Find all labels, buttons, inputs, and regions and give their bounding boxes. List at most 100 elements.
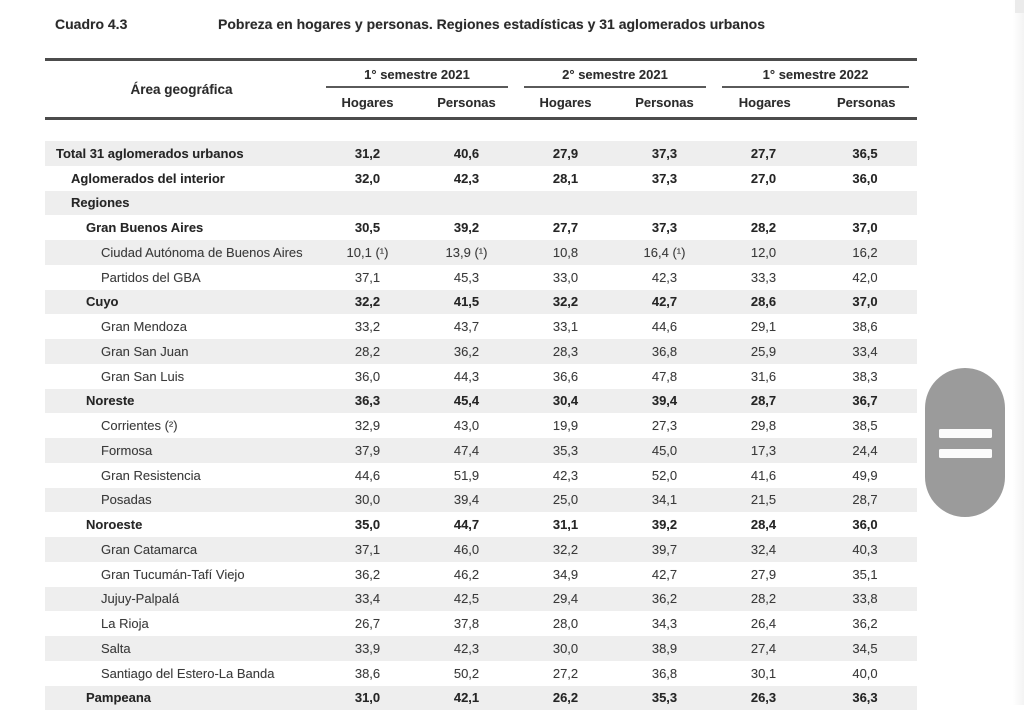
row-value: 35,0 <box>318 517 417 532</box>
scroll-handle[interactable] <box>925 368 1005 517</box>
row-label: Gran Mendoza <box>45 319 318 334</box>
row-label: Gran San Juan <box>45 344 318 359</box>
row-value: 44,3 <box>417 369 516 384</box>
row-value: 17,3 <box>714 443 813 458</box>
group-1-label: 1° semestre 2021 <box>318 61 516 86</box>
row-value: 32,9 <box>318 418 417 433</box>
row-value: 51,9 <box>417 468 516 483</box>
table-caption: Cuadro 4.3 Pobreza en hogares y personas… <box>55 16 935 32</box>
row-value: 35,3 <box>516 443 615 458</box>
row-value: 28,2 <box>714 220 813 235</box>
row-label: Gran Resistencia <box>45 468 318 483</box>
row-value: 38,5 <box>813 418 917 433</box>
page-edge-corner <box>1015 0 1024 13</box>
row-value: 37,9 <box>318 443 417 458</box>
row-label: Jujuy-Palpalá <box>45 591 318 606</box>
row-value: 37,1 <box>318 542 417 557</box>
row-value: 27,7 <box>516 220 615 235</box>
row-value: 28,2 <box>318 344 417 359</box>
row-value: 31,6 <box>714 369 813 384</box>
header-gap <box>45 120 917 141</box>
row-value: 33,2 <box>318 319 417 334</box>
handle-grip-icon <box>939 449 992 458</box>
row-value: 38,6 <box>813 319 917 334</box>
row-value: 26,2 <box>516 690 615 705</box>
statistics-table: Área geográfica 1° semestre 2021 Hogares… <box>45 58 917 710</box>
row-value: 45,3 <box>417 270 516 285</box>
row-value: 29,1 <box>714 319 813 334</box>
row-value: 31,0 <box>318 690 417 705</box>
row-value: 12,0 <box>714 245 813 260</box>
row-value: 47,8 <box>615 369 714 384</box>
row-value: 42,1 <box>417 690 516 705</box>
row-value: 50,2 <box>417 666 516 681</box>
row-label: Total 31 aglomerados urbanos <box>45 146 318 161</box>
row-value: 26,3 <box>714 690 813 705</box>
row-value: 39,4 <box>615 393 714 408</box>
row-value: 34,9 <box>516 567 615 582</box>
row-value: 39,7 <box>615 542 714 557</box>
row-value: 36,8 <box>615 666 714 681</box>
row-value: 30,1 <box>714 666 813 681</box>
row-value: 32,2 <box>516 294 615 309</box>
row-value: 33,9 <box>318 641 417 656</box>
row-value: 44,7 <box>417 517 516 532</box>
table-title: Pobreza en hogares y personas. Regiones … <box>218 16 935 32</box>
row-value: 36,2 <box>318 567 417 582</box>
table-row: Regiones <box>45 191 917 216</box>
row-value: 30,5 <box>318 220 417 235</box>
handle-grip-icon <box>939 429 992 438</box>
row-value: 36,3 <box>813 690 917 705</box>
row-label: Regiones <box>45 195 318 210</box>
row-value: 43,7 <box>417 319 516 334</box>
row-value: 35,1 <box>813 567 917 582</box>
row-value: 46,0 <box>417 542 516 557</box>
row-value: 39,4 <box>417 492 516 507</box>
group-3-personas-header: Personas <box>816 88 918 117</box>
row-value: 28,2 <box>714 591 813 606</box>
row-label: Noroeste <box>45 517 318 532</box>
row-value: 44,6 <box>318 468 417 483</box>
row-value: 31,2 <box>318 146 417 161</box>
row-value: 28,4 <box>714 517 813 532</box>
row-value: 40,0 <box>813 666 917 681</box>
row-value: 42,0 <box>813 270 917 285</box>
row-value: 33,1 <box>516 319 615 334</box>
row-value: 16,2 <box>813 245 917 260</box>
group-3-label: 1° semestre 2022 <box>714 61 917 86</box>
row-value: 38,9 <box>615 641 714 656</box>
row-value: 27,0 <box>714 171 813 186</box>
row-value: 40,3 <box>813 542 917 557</box>
row-value: 21,5 <box>714 492 813 507</box>
row-value: 33,3 <box>714 270 813 285</box>
row-value: 27,9 <box>516 146 615 161</box>
row-value: 36,0 <box>813 517 917 532</box>
row-value: 26,7 <box>318 616 417 631</box>
row-label: Ciudad Autónoma de Buenos Aires <box>45 245 318 260</box>
column-group-3: 1° semestre 2022 Hogares Personas <box>714 61 917 117</box>
row-value: 29,8 <box>714 418 813 433</box>
row-value: 34,3 <box>615 616 714 631</box>
row-value: 39,2 <box>615 517 714 532</box>
row-value: 10,1 (¹) <box>318 245 417 260</box>
row-value: 29,4 <box>516 591 615 606</box>
row-value: 52,0 <box>615 468 714 483</box>
row-value: 28,1 <box>516 171 615 186</box>
row-value: 24,4 <box>813 443 917 458</box>
row-label: Pampeana <box>45 690 318 705</box>
row-value: 35,3 <box>615 690 714 705</box>
row-value: 39,2 <box>417 220 516 235</box>
page-edge <box>1013 0 1024 705</box>
row-value: 25,9 <box>714 344 813 359</box>
row-value: 30,0 <box>318 492 417 507</box>
